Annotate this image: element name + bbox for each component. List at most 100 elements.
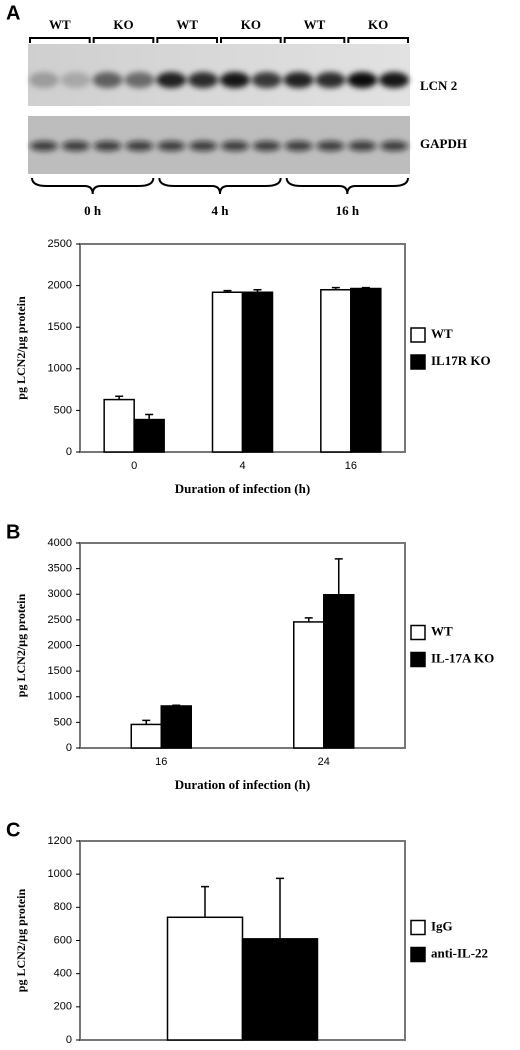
panel-label: C xyxy=(6,819,20,841)
y-axis-label: pg LCN2/µg protein xyxy=(14,296,28,400)
band xyxy=(188,72,219,88)
lane-bracket xyxy=(347,37,409,43)
band xyxy=(93,141,122,151)
y-tick-label: 3000 xyxy=(48,588,72,600)
lane-bracket xyxy=(92,37,155,43)
band xyxy=(29,141,58,151)
band xyxy=(284,141,313,151)
y-tick-label: 3500 xyxy=(48,563,72,575)
y-tick-label: 800 xyxy=(54,901,72,913)
y-tick-label: 1500 xyxy=(48,665,72,677)
x-tick-label: 4 xyxy=(239,460,245,472)
y-tick-label: 4000 xyxy=(48,537,72,549)
x-tick-label: 0 xyxy=(131,460,137,472)
y-tick-label: 1500 xyxy=(48,321,72,333)
bar xyxy=(103,398,135,453)
y-tick-label: 500 xyxy=(54,716,72,728)
band xyxy=(60,72,91,88)
timepoint-label: 0 h xyxy=(84,203,102,218)
x-tick-label: 16 xyxy=(155,756,167,768)
band xyxy=(283,72,314,88)
bar xyxy=(241,938,319,1041)
panel-label: B xyxy=(6,521,20,543)
band xyxy=(252,141,281,151)
lane-bracket xyxy=(220,37,282,43)
band xyxy=(251,72,282,88)
y-axis-label: pg LCN2/µg protein xyxy=(14,593,28,697)
y-tick-label: 1200 xyxy=(48,835,72,847)
y-tick-label: 500 xyxy=(54,404,72,416)
legend-label: IL-17A KO xyxy=(431,650,494,665)
error-bar xyxy=(142,719,151,725)
legend-swatch xyxy=(410,327,426,343)
y-tick-label: 1000 xyxy=(48,868,72,880)
y-axis-label: pg LCN2/µg protein xyxy=(14,888,28,992)
band xyxy=(348,141,377,151)
bar xyxy=(350,287,382,453)
bar xyxy=(130,723,162,749)
legend-label: IL17R KO xyxy=(431,353,491,368)
error-bar xyxy=(334,558,343,595)
bar xyxy=(133,418,165,453)
legend-swatch xyxy=(410,946,426,963)
lane-label: WT xyxy=(49,17,71,32)
bar xyxy=(323,594,355,749)
error-bar xyxy=(223,289,232,293)
legend-swatch xyxy=(410,624,426,641)
band xyxy=(219,72,250,88)
band xyxy=(316,141,345,151)
bar xyxy=(320,289,352,453)
legend-label: WT xyxy=(431,623,453,638)
y-tick-label: 1000 xyxy=(48,691,72,703)
error-bar xyxy=(361,286,370,289)
y-tick-label: 2500 xyxy=(48,614,72,626)
lane-bracket xyxy=(283,37,346,43)
error-bar xyxy=(172,704,181,706)
band-label: GAPDH xyxy=(420,136,467,151)
brace xyxy=(158,177,282,195)
legend-label: IgG xyxy=(431,918,453,933)
panel-label: A xyxy=(6,2,20,24)
y-tick-label: 1000 xyxy=(48,363,72,375)
legend-swatch xyxy=(410,919,426,936)
band xyxy=(315,72,346,88)
error-bar xyxy=(331,286,340,290)
error-bar xyxy=(145,413,154,420)
error-bar xyxy=(304,617,313,622)
lane-label: KO xyxy=(241,17,261,32)
bar xyxy=(160,705,192,749)
bar xyxy=(241,291,274,453)
lane-label: KO xyxy=(113,17,133,32)
error-bar xyxy=(115,395,124,400)
band xyxy=(220,141,249,151)
lane-label: WT xyxy=(176,17,198,32)
y-tick-label: 400 xyxy=(54,968,72,980)
y-tick-label: 0 xyxy=(66,446,72,458)
bar xyxy=(211,291,244,453)
lane-bracket xyxy=(29,37,91,43)
band xyxy=(61,141,90,151)
y-tick-label: 2000 xyxy=(48,639,72,651)
band xyxy=(28,72,59,88)
error-bar xyxy=(276,877,284,939)
legend-swatch xyxy=(410,651,426,668)
legend-swatch xyxy=(410,354,426,370)
lane-bracket xyxy=(156,37,218,43)
plot-area xyxy=(79,542,406,749)
y-tick-label: 600 xyxy=(54,934,72,946)
x-tick-label: 24 xyxy=(318,756,330,768)
y-tick-label: 0 xyxy=(66,1034,72,1046)
y-tick-label: 2500 xyxy=(48,238,72,250)
band xyxy=(124,72,155,88)
error-bar xyxy=(253,289,262,293)
band xyxy=(380,141,409,151)
band xyxy=(156,72,187,88)
brace xyxy=(31,177,155,195)
y-tick-label: 200 xyxy=(54,1001,72,1013)
x-axis-label: Duration of infection (h) xyxy=(175,481,310,496)
bar xyxy=(293,621,325,749)
blot-lcn2 xyxy=(28,44,410,106)
timepoint-label: 16 h xyxy=(336,203,360,218)
blot-gapdh xyxy=(28,116,410,174)
